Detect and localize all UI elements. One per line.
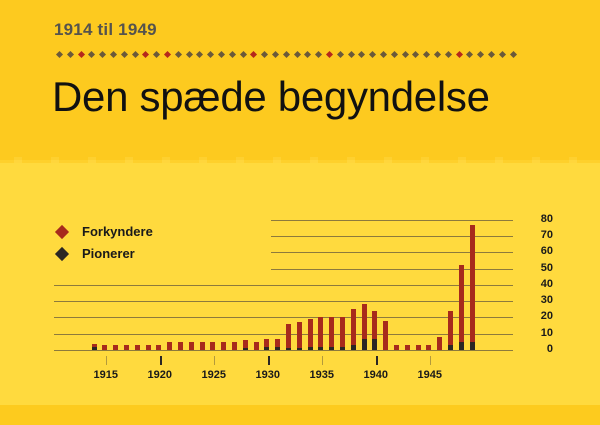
bar-pionerer-segment [242, 348, 248, 350]
gridline [54, 317, 513, 318]
gridline [271, 220, 513, 221]
bar-pionerer-segment [285, 348, 291, 350]
y-tick-label: 80 [540, 213, 553, 225]
gridline [271, 236, 513, 237]
bar-1945 [426, 345, 432, 350]
bar-1928 [242, 340, 248, 350]
y-tick-label: 20 [540, 310, 553, 322]
x-tick [159, 356, 162, 365]
bar-pionerer-segment [469, 341, 475, 350]
y-tick-label: 40 [540, 278, 553, 290]
y-tick-label: 50 [540, 262, 553, 274]
y-tick-label: 30 [540, 294, 553, 306]
page-title: Den spæde begyndelse [52, 73, 490, 120]
bar-1918 [134, 345, 140, 350]
x-tick [213, 356, 215, 365]
x-tick [321, 356, 323, 365]
x-tick-label: 1920 [147, 369, 173, 381]
bar-1934 [307, 319, 313, 350]
bar-pionerer-segment [91, 346, 97, 350]
gridline [54, 285, 513, 286]
bar-pionerer-segment [447, 345, 453, 350]
bar-pionerer-segment [350, 345, 356, 351]
bar-pionerer-segment [339, 346, 345, 350]
gridline [54, 334, 513, 335]
bar-1947 [447, 310, 453, 350]
bar-pionerer-segment [275, 346, 281, 350]
bar-1927 [231, 341, 237, 351]
bar-1943 [404, 345, 410, 350]
bar-1915 [102, 345, 108, 350]
bar-pionerer-segment [307, 346, 313, 350]
bar-pionerer-segment [329, 346, 335, 350]
bar-1919 [145, 345, 151, 350]
bar-pionerer-segment [458, 341, 464, 350]
bar-1938 [350, 309, 356, 351]
bar-pionerer-segment [361, 338, 367, 350]
bar-1944 [415, 345, 421, 350]
gridline [54, 350, 513, 351]
legend-label: Pionerer [82, 246, 135, 261]
bar-pionerer-segment [318, 346, 324, 350]
bar-1935 [318, 317, 324, 350]
bar-1929 [253, 341, 259, 351]
gridline [54, 301, 513, 302]
x-tick [429, 356, 431, 365]
bar-1923 [188, 341, 194, 351]
bar-1914 [91, 343, 97, 350]
x-tick-label: 1930 [255, 369, 281, 381]
bar-1925 [210, 341, 216, 351]
bar-1917 [123, 345, 129, 350]
bar-1932 [285, 323, 291, 350]
gridline [271, 269, 513, 270]
x-tick [105, 356, 107, 365]
y-tick-label: 60 [540, 245, 553, 257]
gridline [271, 252, 513, 253]
subtitle: 1914 til 1949 [54, 20, 157, 39]
bar-1939 [361, 304, 367, 350]
bar-1926 [221, 341, 227, 351]
y-tick-label: 70 [540, 229, 553, 241]
bar-1937 [339, 317, 345, 350]
bar-1941 [383, 320, 389, 350]
x-tick [267, 356, 270, 365]
bar-1931 [275, 338, 281, 350]
y-tick-label: 0 [546, 343, 553, 355]
bar-1936 [329, 317, 335, 350]
bar-1916 [113, 345, 119, 350]
bar-1924 [199, 341, 205, 351]
bar-1942 [393, 345, 399, 350]
legend-label: Forkyndere [82, 224, 153, 239]
bar-pionerer-segment [296, 348, 302, 350]
y-tick-label: 10 [540, 327, 553, 339]
bar-1948 [458, 265, 464, 350]
header-band [0, 0, 600, 163]
footer-band [0, 405, 600, 425]
bar-pionerer-segment [264, 346, 270, 350]
bar-1933 [296, 322, 302, 350]
x-tick-label: 1945 [417, 369, 443, 381]
bar-1930 [264, 338, 270, 350]
x-tick-label: 1925 [201, 369, 227, 381]
bar-1921 [167, 341, 173, 351]
x-tick-label: 1935 [309, 369, 335, 381]
bar-1920 [156, 345, 162, 350]
x-tick [375, 356, 378, 365]
bar-1940 [372, 310, 378, 350]
bar-1946 [437, 337, 443, 350]
bar-pionerer-segment [372, 338, 378, 350]
bar-1949 [469, 224, 475, 350]
bar-1922 [177, 341, 183, 351]
x-tick-label: 1915 [93, 369, 119, 381]
x-tick-label: 1940 [363, 369, 389, 381]
